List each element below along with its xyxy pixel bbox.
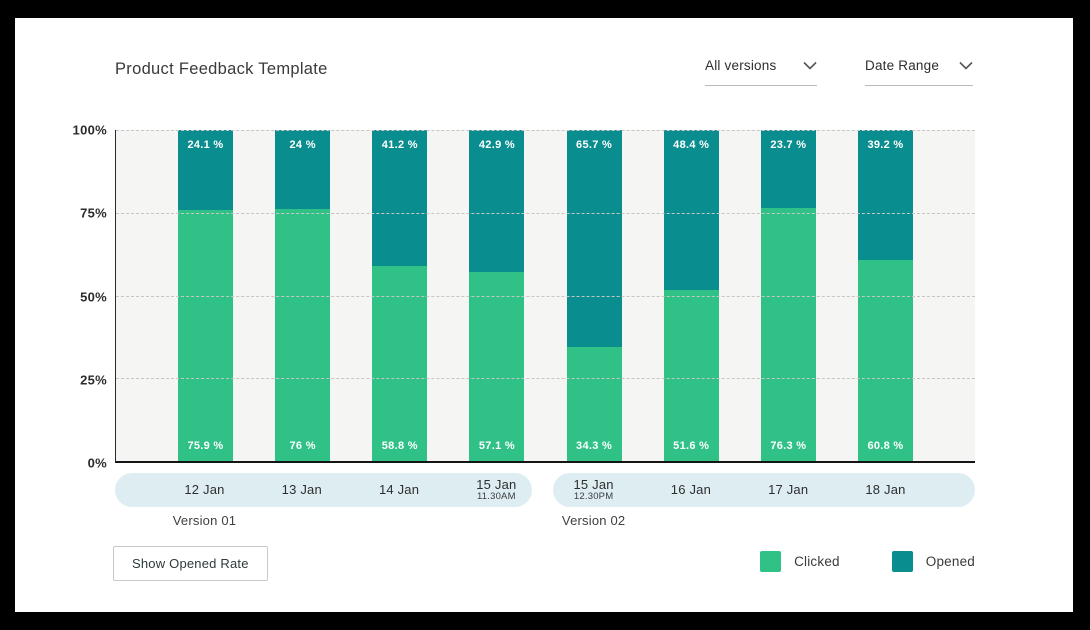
clicked-value-label: 57.1 % — [478, 439, 515, 452]
clicked-value-label: 60.8 % — [867, 439, 904, 452]
bar-17-jan-6: 23.7 % 76.3 % — [760, 130, 816, 461]
date-label: 18 Jan — [865, 481, 906, 497]
page-title: Product Feedback Template — [115, 60, 328, 78]
opened-value-label: 39.2 % — [867, 139, 904, 151]
legend-swatch — [760, 551, 782, 572]
bar-15-jan-4: 65.7 % 34.3 % — [566, 130, 622, 461]
opened-segment[interactable]: 65.7 % — [566, 130, 622, 348]
legend-swatch — [891, 551, 913, 572]
gridline — [116, 130, 975, 131]
chart-legend: Clicked Opened — [760, 551, 975, 572]
clicked-segment[interactable]: 76.3 % — [760, 208, 816, 461]
y-axis-tick-label: 25% — [80, 372, 107, 388]
opened-segment[interactable]: 48.4 % — [663, 130, 719, 291]
legend-label: Clicked — [794, 554, 840, 569]
date-label: 15 Jan 12.30PM — [566, 477, 621, 503]
clicked-segment[interactable]: 34.3 % — [566, 347, 622, 461]
clicked-value-label: 51.6 % — [673, 439, 710, 452]
clicked-value-label: 76.3 % — [770, 439, 807, 452]
version-label: Version 02 — [561, 513, 626, 528]
opened-segment[interactable]: 23.7 % — [760, 130, 816, 209]
chevron-down-icon — [959, 61, 973, 70]
bar-14-jan-2: 41.2 % 58.8 % — [372, 130, 428, 461]
version-label: Version 01 — [172, 513, 237, 528]
legend-item-opened[interactable]: Opened — [891, 551, 975, 572]
gridline — [116, 295, 975, 297]
dashboard-card: Product Feedback Template All versions D… — [15, 18, 1073, 612]
opened-value-label: 41.2 % — [381, 139, 418, 151]
y-axis: 100% 75% 50% 25% 0% — [35, 123, 107, 471]
opened-value-label: 65.7 % — [576, 139, 613, 151]
date-range-dropdown-label: Date Range — [865, 58, 940, 73]
opened-segment[interactable]: 24 % — [275, 130, 331, 210]
y-axis-tick-label: 75% — [80, 205, 107, 221]
opened-segment[interactable]: 42.9 % — [469, 130, 525, 272]
date-label: 16 Jan — [670, 481, 712, 497]
opened-segment[interactable]: 39.2 % — [857, 130, 913, 260]
y-axis-tick-label: 100% — [72, 122, 107, 138]
clicked-value-label: 58.8 % — [381, 439, 418, 452]
legend-label: Opened — [925, 554, 975, 569]
date-label: 14 Jan — [378, 481, 420, 497]
opened-value-label: 24 % — [289, 139, 316, 151]
versions-dropdown-label: All versions — [705, 58, 777, 73]
bars-container: 24.1 % 75.9 % 24 % 76 % 41.2 % 58.8 % 42.9 % 57… — [116, 130, 975, 461]
clicked-segment[interactable]: 75.9 % — [178, 209, 233, 461]
opened-value-label: 48.4 % — [673, 139, 710, 151]
clicked-segment[interactable]: 51.6 % — [663, 290, 719, 461]
chart-plot-area: 24.1 % 75.9 % 24 % 76 % 41.2 % 58.8 % 42.9 % 57… — [115, 130, 975, 463]
date-label: 17 Jan — [768, 481, 809, 497]
opened-value-label: 24.1 % — [187, 139, 224, 151]
clicked-value-label: 34.3 % — [576, 439, 613, 452]
y-axis-tick-label: 0% — [87, 455, 107, 471]
chevron-down-icon — [803, 61, 817, 70]
clicked-segment[interactable]: 76 % — [275, 209, 331, 461]
bar-13-jan-1: 24 % 76 % — [275, 130, 331, 461]
gridline — [116, 378, 975, 380]
bar-12-jan-0: 24.1 % 75.9 % — [178, 130, 233, 461]
date-group-pill — [553, 473, 975, 507]
opened-value-label: 23.7 % — [770, 139, 807, 151]
date-label: 12 Jan — [184, 481, 225, 497]
gridline — [116, 212, 975, 214]
show-opened-rate-button[interactable]: Show Opened Rate — [113, 546, 268, 581]
bar-16-jan-5: 48.4 % 51.6 % — [663, 130, 719, 461]
y-axis-tick-label: 50% — [80, 289, 107, 304]
clicked-value-label: 75.9 % — [187, 439, 224, 452]
versions-dropdown[interactable]: All versions — [705, 58, 817, 86]
clicked-value-label: 76 % — [289, 439, 316, 452]
opened-segment[interactable]: 41.2 % — [372, 130, 428, 267]
legend-item-clicked[interactable]: Clicked — [760, 551, 840, 572]
date-range-dropdown[interactable]: Date Range — [865, 58, 973, 86]
bar-18-jan-7: 39.2 % 60.8 % — [857, 130, 913, 461]
date-group-pill — [115, 473, 532, 507]
date-labels-row: 12 Jan 13 Jan 14 Jan 15 Jan 11.30AM 15 Jan 12.… — [115, 473, 975, 507]
clicked-segment[interactable]: 57.1 % — [469, 271, 525, 461]
clicked-segment[interactable]: 60.8 % — [857, 259, 913, 461]
bar-15-jan-3: 42.9 % 57.1 % — [469, 130, 525, 461]
opened-segment[interactable]: 24.1 % — [178, 130, 233, 210]
date-time-sub-label: 11.30AM — [476, 490, 516, 502]
date-time-sub-label: 12.30PM — [573, 490, 614, 502]
clicked-segment[interactable]: 58.8 % — [372, 266, 428, 461]
x-axis-date-band: 12 Jan 13 Jan 14 Jan 15 Jan 11.30AM 15 Jan 12.… — [115, 473, 975, 507]
opened-value-label: 42.9 % — [478, 139, 515, 151]
date-label: 15 Jan 11.30AM — [469, 477, 524, 503]
date-label: 13 Jan — [281, 481, 322, 497]
